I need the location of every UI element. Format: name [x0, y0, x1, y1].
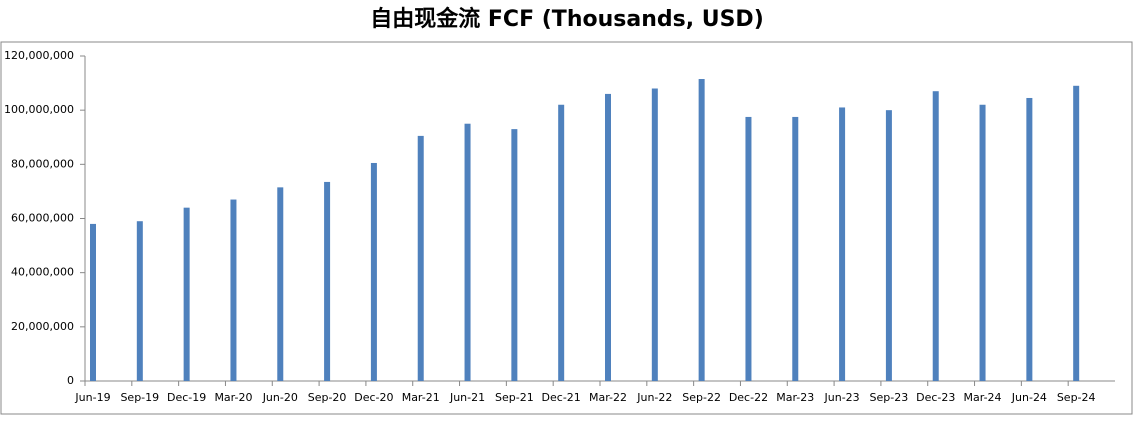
bar	[230, 199, 237, 381]
bar	[1073, 85, 1080, 382]
x-tick-label: Mar-22	[589, 391, 627, 404]
y-tick-label: 120,000,000	[4, 49, 74, 62]
bar	[370, 162, 377, 381]
x-tick-label: Jun-21	[449, 391, 485, 404]
bar	[698, 79, 705, 381]
bar	[839, 107, 846, 381]
x-tick-label: Jun-20	[262, 391, 298, 404]
x-tick-label: Mar-21	[402, 391, 440, 404]
bar	[277, 187, 284, 381]
x-tick-label: Dec-21	[542, 391, 581, 404]
bar	[792, 116, 799, 381]
x-tick-label: Mar-20	[214, 391, 252, 404]
bar	[464, 123, 471, 381]
x-tick-label: Jun-23	[824, 391, 860, 404]
bar	[90, 223, 96, 381]
x-tick-label: Mar-23	[776, 391, 814, 404]
y-tick-label: 40,000,000	[11, 266, 74, 279]
x-tick-label: Sep-20	[308, 391, 347, 404]
y-tick-label: 100,000,000	[4, 103, 74, 116]
x-tick-label: Sep-19	[120, 391, 159, 404]
bar	[417, 135, 424, 381]
bar	[324, 181, 331, 381]
x-tick-label: Dec-19	[167, 391, 206, 404]
x-tick-label: Sep-22	[682, 391, 721, 404]
x-tick-label: Sep-23	[870, 391, 909, 404]
bar	[745, 116, 752, 381]
bar	[1026, 97, 1033, 382]
y-tick-label: 0	[67, 374, 74, 387]
y-tick-label: 80,000,000	[11, 157, 74, 170]
x-tick-label: Jun-24	[1011, 391, 1047, 404]
bar	[183, 207, 190, 381]
bar	[885, 110, 892, 382]
x-tick-label: Jun-22	[636, 391, 672, 404]
x-tick-label: Jun-19	[74, 391, 110, 404]
x-tick-label: Sep-24	[1057, 391, 1096, 404]
bar	[651, 88, 658, 381]
bar	[558, 104, 565, 381]
bar	[136, 221, 143, 381]
x-tick-label: Mar-24	[964, 391, 1002, 404]
bar	[979, 104, 986, 381]
y-tick-label: 20,000,000	[11, 320, 74, 333]
chart-frame	[0, 41, 1133, 415]
bar	[605, 93, 611, 382]
x-tick-label: Sep-21	[495, 391, 534, 404]
y-tick-label: 60,000,000	[11, 212, 74, 225]
bar	[511, 129, 518, 381]
bar	[932, 91, 939, 381]
x-tick-label: Dec-23	[916, 391, 955, 404]
chart-title: 自由现金流 FCF (Thousands, USD)	[370, 6, 764, 32]
x-tick-label: Dec-20	[354, 391, 393, 404]
x-tick-label: Dec-22	[729, 391, 768, 404]
